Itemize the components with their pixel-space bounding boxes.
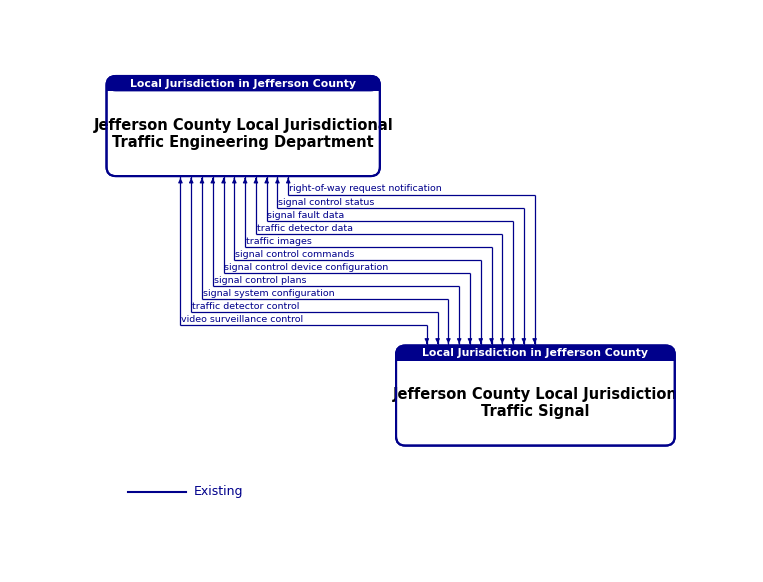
Text: traffic images: traffic images: [246, 237, 312, 246]
Text: Existing: Existing: [194, 485, 243, 498]
Text: signal control status: signal control status: [278, 197, 375, 207]
Text: Local Jurisdiction in Jefferson County: Local Jurisdiction in Jefferson County: [130, 79, 356, 88]
Text: signal system configuration: signal system configuration: [203, 289, 334, 298]
Bar: [396, 353, 674, 361]
Text: signal control plans: signal control plans: [214, 276, 306, 285]
FancyBboxPatch shape: [396, 346, 674, 446]
Text: traffic detector data: traffic detector data: [256, 223, 353, 233]
FancyBboxPatch shape: [107, 76, 380, 176]
Text: traffic detector control: traffic detector control: [192, 302, 299, 311]
Text: right-of-way request notification: right-of-way request notification: [289, 184, 442, 193]
Text: signal control device configuration: signal control device configuration: [224, 263, 388, 272]
Bar: [107, 83, 380, 91]
FancyBboxPatch shape: [396, 346, 674, 361]
Text: signal control commands: signal control commands: [235, 250, 355, 259]
FancyBboxPatch shape: [107, 76, 380, 91]
Text: video surveillance control: video surveillance control: [181, 315, 304, 324]
Text: signal fault data: signal fault data: [268, 211, 345, 219]
Text: Jefferson County Local Jurisdiction
Traffic Signal: Jefferson County Local Jurisdiction Traf…: [393, 387, 678, 420]
Text: Jefferson County Local Jurisdictional
Traffic Engineering Department: Jefferson County Local Jurisdictional Tr…: [93, 118, 393, 150]
Text: Local Jurisdiction in Jefferson County: Local Jurisdiction in Jefferson County: [423, 348, 649, 358]
